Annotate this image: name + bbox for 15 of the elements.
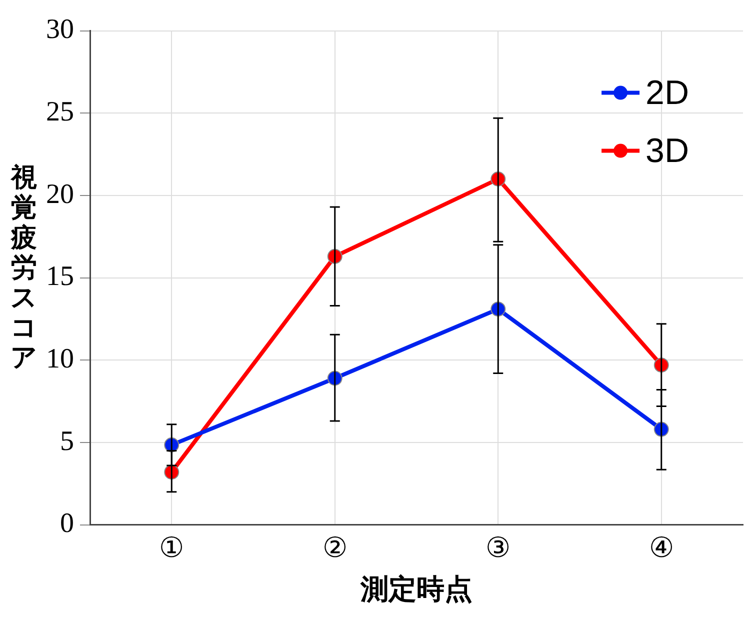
legend-label: 2D xyxy=(646,74,690,112)
legend-label: 3D xyxy=(646,132,690,170)
y-tick-label: 20 xyxy=(46,178,74,210)
x-axis-title: 測定時点 xyxy=(360,572,472,606)
x-tick-label: ② xyxy=(322,532,348,564)
x-tick-label: ③ xyxy=(486,532,511,564)
y-tick-label: 0 xyxy=(60,508,74,540)
y-tick-label: 25 xyxy=(46,96,74,128)
y-tick-label: 15 xyxy=(46,261,74,292)
y-tick-label: 5 xyxy=(60,426,74,457)
y-tick-label: 10 xyxy=(46,343,74,374)
x-tick-label: ① xyxy=(159,532,184,564)
y-axis-title: 視覚疲労スコア xyxy=(10,163,38,373)
x-tick-label: ④ xyxy=(648,532,674,564)
y-tick-label: 30 xyxy=(46,14,74,46)
